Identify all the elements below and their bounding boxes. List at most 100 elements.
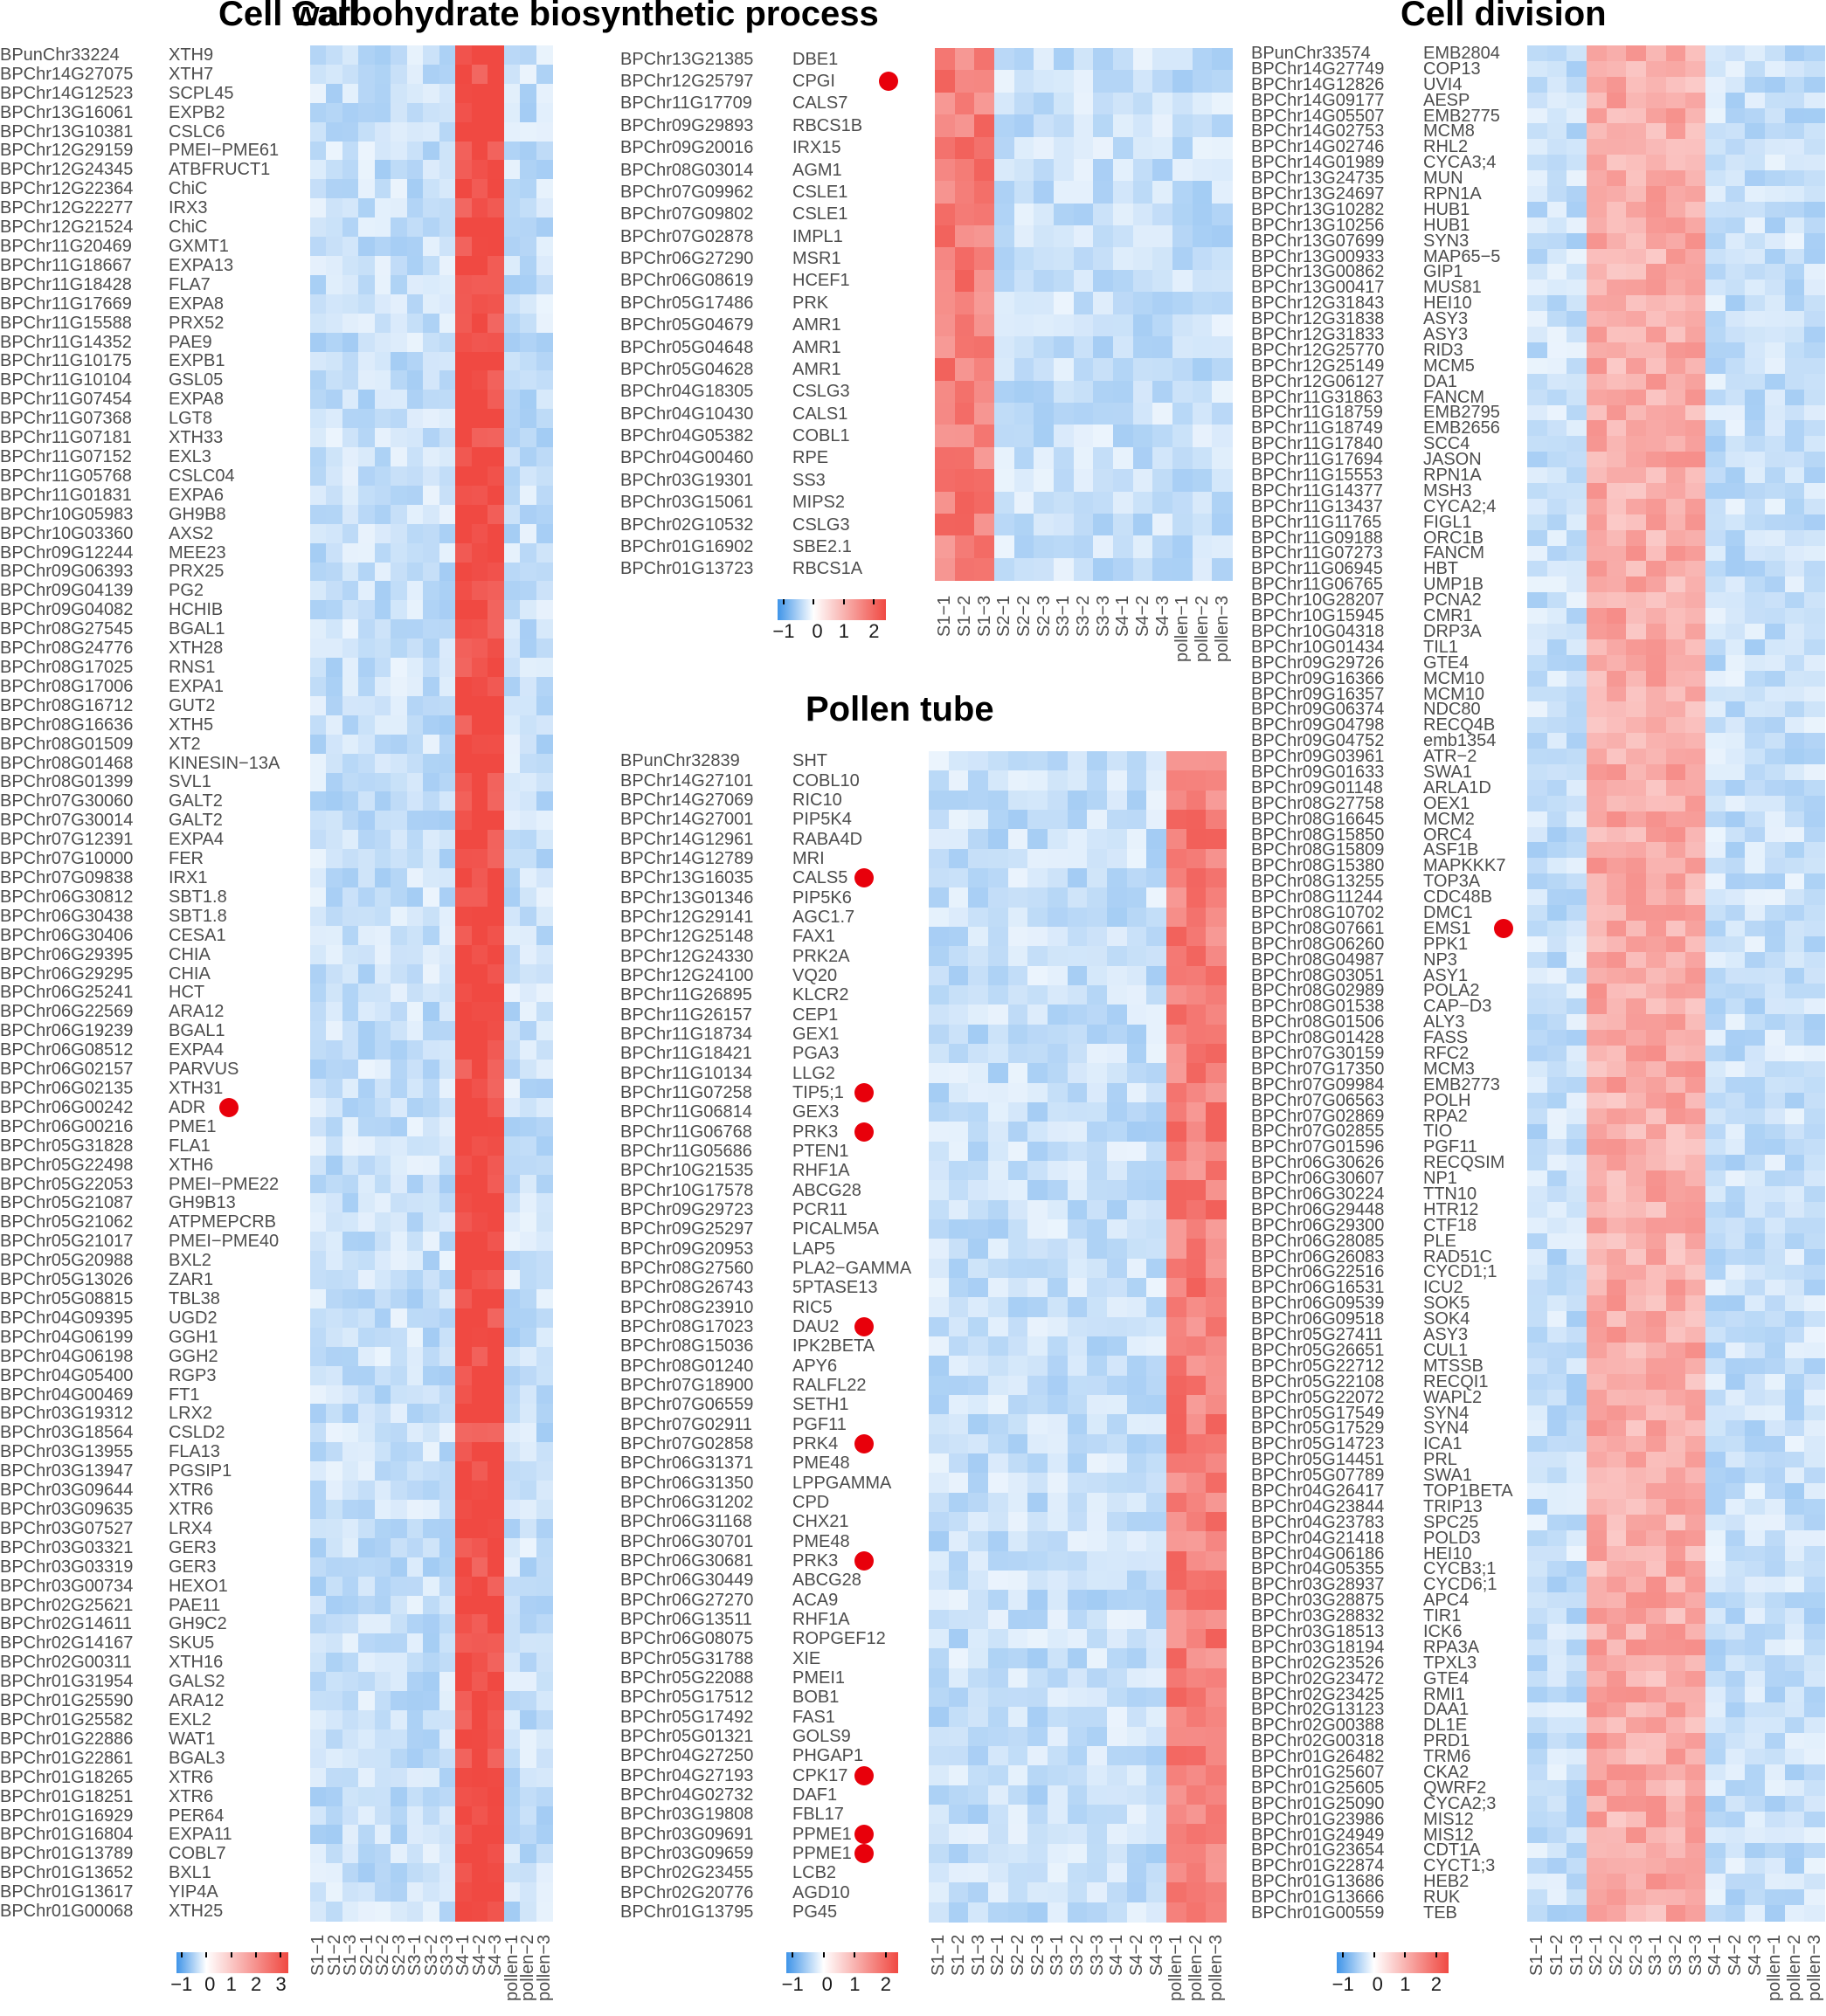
row-gene-label: XTH6 <box>169 1155 214 1175</box>
heatmap-cell <box>1087 1395 1108 1415</box>
heatmap-cell <box>1527 701 1548 718</box>
heatmap-cell <box>1087 965 1108 986</box>
heatmap-cell <box>1705 217 1726 234</box>
heatmap-cell <box>1626 826 1647 844</box>
heatmap-cell <box>1027 1805 1048 1825</box>
heatmap-cell <box>423 523 440 544</box>
heatmap-cell <box>1705 1327 1726 1343</box>
heatmap-cell <box>1186 1629 1207 1649</box>
heatmap-cell <box>948 1882 969 1903</box>
heatmap-cell <box>471 639 488 659</box>
heatmap-cell <box>1166 1648 1187 1669</box>
heatmap-cell <box>1126 1082 1147 1103</box>
heatmap-cell <box>326 141 343 162</box>
heatmap-cell <box>1527 1217 1548 1234</box>
heatmap-cell <box>1646 654 1667 672</box>
legend-gradient <box>786 1952 898 1973</box>
row-gene-label: COBL10 <box>792 770 860 791</box>
heatmap-cell <box>326 542 343 563</box>
heatmap-cell <box>1587 1092 1608 1109</box>
row-gene-label: NP3 <box>1423 949 1457 970</box>
heatmap-cell <box>1745 92 1766 109</box>
heatmap-cell <box>1546 232 1567 250</box>
legend-tick-label: −1 <box>781 1973 804 1995</box>
heatmap-cell <box>1745 811 1766 828</box>
heatmap-cell <box>423 1212 440 1232</box>
heatmap-cell <box>1206 1667 1227 1688</box>
heatmap-cell <box>391 1633 408 1654</box>
heatmap-cell <box>342 676 359 697</box>
heatmap-cell <box>948 810 969 830</box>
heatmap-cell <box>455 639 473 659</box>
heatmap-cell <box>503 1251 521 1271</box>
heatmap-cell <box>342 963 359 984</box>
heatmap-cell <box>1027 1531 1048 1552</box>
heatmap-cell <box>1804 60 1825 78</box>
row-id-label: BPChr03G13955 <box>0 1442 134 1462</box>
row-id-label: BPChr01G18251 <box>0 1786 134 1806</box>
heatmap-cell <box>471 1404 488 1424</box>
heatmap-cell <box>1587 1232 1608 1250</box>
heatmap-cell <box>406 1327 424 1348</box>
heatmap-cell <box>1073 335 1094 359</box>
heatmap-cell <box>1166 1141 1187 1162</box>
heatmap-cell <box>1166 1688 1187 1708</box>
heatmap-cell <box>1587 717 1608 734</box>
legend-tick <box>280 1952 282 1957</box>
heatmap-cell <box>1567 295 1587 312</box>
row-gene-label: CDC48B <box>1423 887 1492 908</box>
heatmap-cell <box>471 1633 488 1654</box>
heatmap-cell <box>1013 469 1034 493</box>
heatmap-cell <box>1725 1389 1746 1406</box>
heatmap-cell <box>1725 232 1746 250</box>
heatmap-cell <box>1048 1805 1069 1825</box>
heatmap-cell <box>1073 491 1094 514</box>
heatmap-cell <box>455 1518 473 1539</box>
column-label: S4−1 <box>1113 595 1133 637</box>
heatmap-cell <box>1745 514 1766 531</box>
heatmap-cell <box>1804 795 1825 812</box>
heatmap-cell <box>1146 1571 1167 1591</box>
heatmap-cell <box>1212 358 1233 382</box>
heatmap-cell <box>1784 1624 1805 1640</box>
heatmap-cell <box>1705 811 1726 828</box>
heatmap-cell <box>1007 1005 1028 1025</box>
heatmap-cell <box>1745 357 1766 375</box>
heatmap-cell <box>1206 1219 1227 1239</box>
heatmap-cell <box>1206 829 1227 850</box>
heatmap-cell <box>1646 514 1667 531</box>
heatmap-cell <box>1087 1375 1108 1396</box>
heatmap-cell <box>326 619 343 639</box>
heatmap-cell <box>503 141 521 162</box>
heatmap-cell <box>455 1672 473 1692</box>
heatmap-cell <box>1665 170 1686 187</box>
row-gene-label: PGF11 <box>1423 1137 1477 1157</box>
highlight-dot <box>854 1765 874 1785</box>
heatmap-cell <box>1186 1024 1207 1045</box>
heatmap-cell <box>1646 76 1667 93</box>
row-gene-label: emb1354 <box>1423 731 1497 751</box>
heatmap-cell <box>948 1843 969 1864</box>
heatmap-cell <box>1745 983 1766 999</box>
heatmap-cell <box>1665 920 1686 937</box>
heatmap-cell <box>310 1251 328 1271</box>
heatmap-cell <box>929 1629 950 1649</box>
heatmap-cell <box>935 557 956 581</box>
heatmap-cell <box>391 1270 408 1290</box>
heatmap-cell <box>1546 1467 1567 1484</box>
heatmap-cell <box>1765 1280 1786 1296</box>
heatmap-cell <box>326 1537 343 1558</box>
heatmap-cell <box>1765 1545 1786 1563</box>
heatmap-cell <box>503 676 521 697</box>
heatmap-cell <box>1765 1498 1786 1515</box>
heatmap-cell <box>423 1021 440 1041</box>
heatmap-cell <box>1527 1343 1548 1359</box>
heatmap-cell <box>1212 225 1233 248</box>
heatmap-cell <box>1745 1232 1766 1250</box>
heatmap-cell <box>391 600 408 620</box>
heatmap-cell <box>503 1672 521 1692</box>
heatmap-cell <box>471 1174 488 1195</box>
heatmap-cell <box>1186 868 1207 888</box>
heatmap-cell <box>1107 1688 1128 1708</box>
heatmap-cell <box>1027 1024 1048 1045</box>
